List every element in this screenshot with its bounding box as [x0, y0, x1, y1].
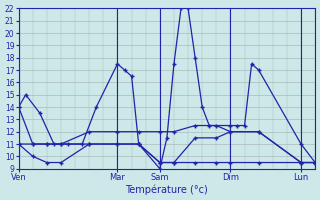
X-axis label: Température (°c): Température (°c)	[125, 185, 208, 195]
